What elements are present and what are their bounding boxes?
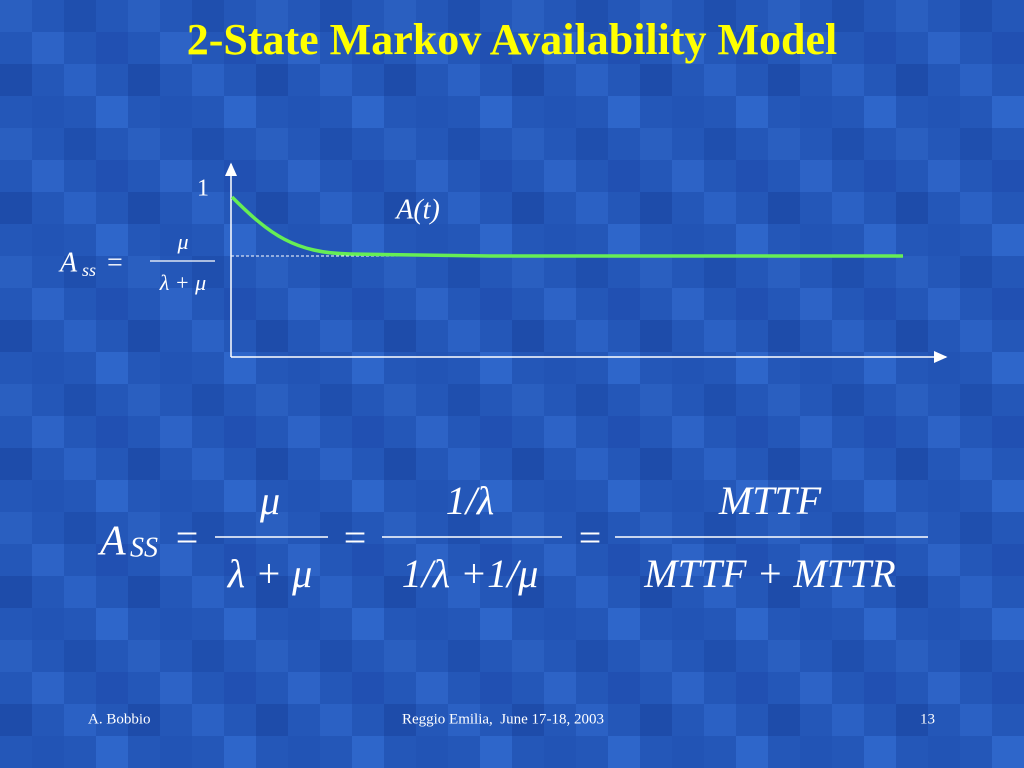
footer-author: A. Bobbio — [88, 711, 151, 727]
operator: = — [107, 247, 123, 278]
footer-page: 13 — [920, 711, 935, 727]
curve-label: A(t) — [394, 194, 440, 225]
numerator: MTTF — [718, 478, 822, 523]
numerator: 1/λ — [446, 478, 494, 523]
availability-curve — [230, 195, 903, 258]
slide-title: 2-State Markov Availability Model — [187, 15, 838, 64]
subscript: ss — [82, 260, 96, 280]
symbol: A — [97, 519, 126, 565]
numerator: μ — [176, 229, 188, 254]
denominator: λ + μ — [159, 270, 206, 295]
numerator: μ — [259, 478, 280, 523]
operator: = — [344, 515, 367, 560]
denominator: 1/λ +1/μ — [402, 551, 539, 596]
operator: = — [176, 515, 199, 560]
denominator: λ + μ — [227, 551, 312, 596]
symbol: A — [58, 247, 78, 278]
operator: = — [579, 515, 602, 560]
footer-event: Reggio Emilia, June 17-18, 2003 — [402, 711, 604, 727]
denominator: MTTF + MTTR — [643, 551, 895, 596]
axis-label: 1 — [197, 176, 209, 202]
subscript: SS — [130, 532, 158, 563]
